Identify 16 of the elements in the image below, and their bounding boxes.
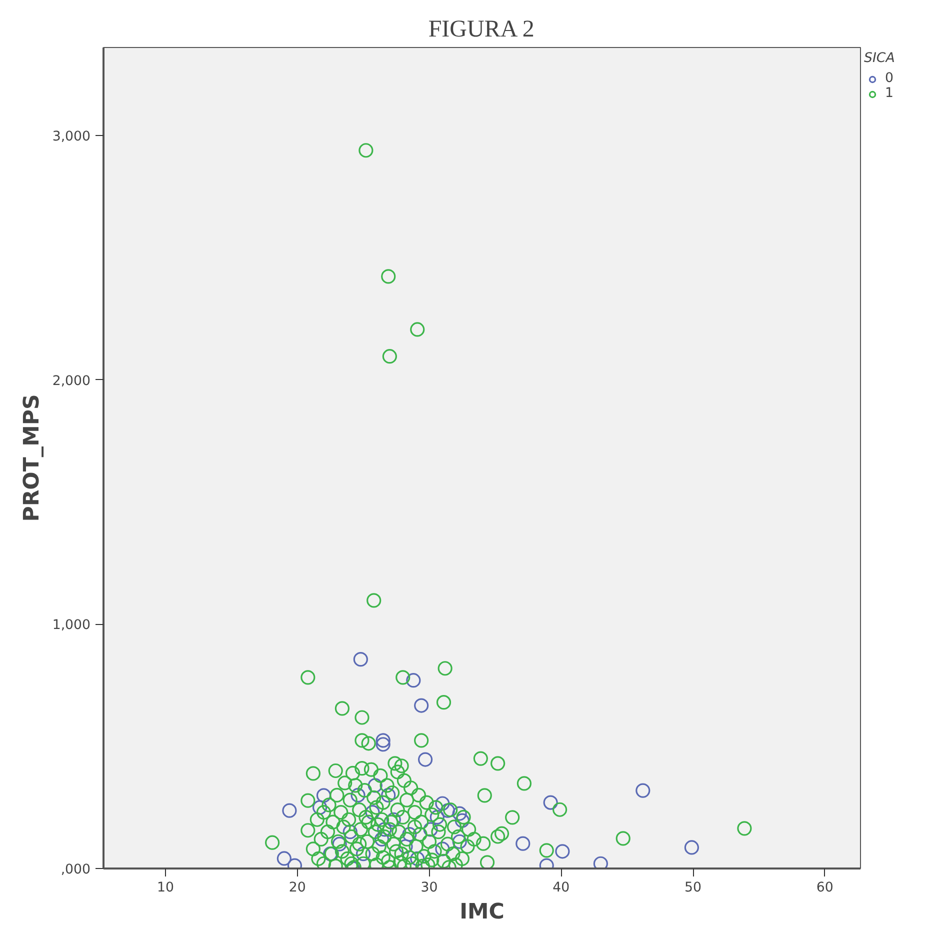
x-tick-label: 10: [157, 880, 174, 896]
y-tick-label: ,000: [60, 862, 91, 878]
chart-title: FIGURA 2: [428, 16, 534, 42]
x-tick-label: 60: [816, 880, 834, 896]
x-tick-label: 50: [684, 880, 702, 896]
x-tick-label: 40: [552, 880, 570, 896]
y-axis-title: PROT_MPS: [19, 394, 44, 522]
x-axis-title: IMC: [460, 900, 504, 924]
x-tick-label: 20: [288, 880, 306, 896]
legend-label: 1: [885, 86, 894, 101]
y-tick-label: 3,000: [52, 129, 90, 144]
y-tick-label: 1,000: [52, 618, 90, 634]
legend-label: 0: [885, 71, 894, 86]
y-tick-label: 2,000: [52, 374, 90, 389]
x-tick-label: 30: [420, 880, 438, 896]
legend-title: SICA: [864, 51, 896, 66]
